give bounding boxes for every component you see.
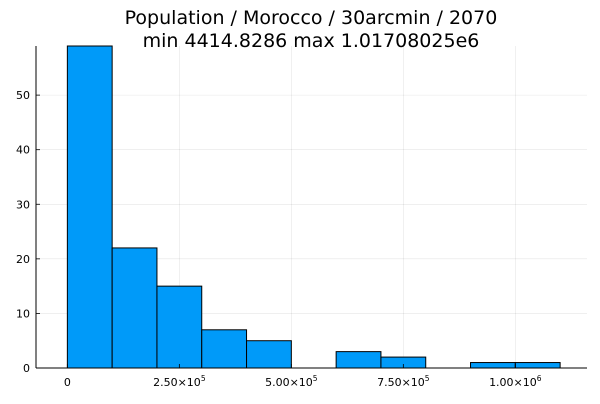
chart-title-line2: min 4414.8286 max 1.01708025e6 <box>143 30 480 52</box>
histogram-bar <box>156 285 203 369</box>
y-tick-label: 40 <box>16 144 30 157</box>
axes <box>35 46 587 369</box>
histogram-bars <box>66 45 561 369</box>
y-tick-label: 30 <box>16 198 30 211</box>
y-tick-label: 0 <box>23 362 30 375</box>
x-tick-label: 1.00×106 <box>489 374 542 389</box>
histogram-bar <box>470 362 516 369</box>
chart-title-line1: Population / Morocco / 30arcmin / 2070 <box>125 7 498 29</box>
x-tick-label: 7.50×105 <box>377 374 430 389</box>
histogram-bar <box>201 329 248 369</box>
x-tick-label: 0 <box>64 376 71 389</box>
histogram-bar <box>66 45 113 369</box>
y-tick-label: 20 <box>16 253 30 266</box>
histogram-bar <box>111 247 158 369</box>
x-tick-label: 5.00×105 <box>265 374 318 389</box>
histogram-bar <box>514 362 561 369</box>
x-tick-labels: 0 2.50×105 5.00×105 7.50×105 1.00×106 <box>64 364 542 389</box>
y-tick-label: 50 <box>16 89 30 102</box>
histogram-bar <box>335 351 382 369</box>
y-tick-labels: 0 10 20 30 40 50 <box>16 89 40 375</box>
y-tick-label: 10 <box>16 307 30 320</box>
histogram-bar <box>246 340 292 369</box>
x-tick-label: 2.50×105 <box>153 374 206 389</box>
